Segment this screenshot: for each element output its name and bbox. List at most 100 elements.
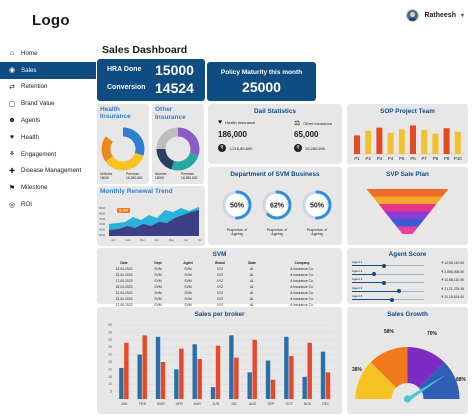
agent-score-card[interactable]: Agent Score Agent 1 ₹ 10,58,110.00 Agent 2… (347, 248, 468, 304)
svm-gauge[interactable]: 50% Proportion of Ageing (301, 189, 333, 236)
agent-amount: ₹ 20,15,624.00 (441, 295, 464, 300)
gauge-caption: Proportion of Ageing (266, 228, 288, 237)
table-cell: 22-04-2023 (115, 273, 133, 277)
sop-bar (387, 133, 394, 154)
avatar[interactable] (406, 9, 420, 22)
kpi-hra-conversion[interactable]: HRA Done 15000 Conversion 14524 (97, 59, 205, 101)
renewal-x-tick: Apr (155, 238, 159, 242)
health-insurance-donut[interactable] (100, 126, 146, 172)
scale-icon: ⚖ (294, 120, 301, 127)
svp-sale-plan-card[interactable]: SVP Sale Plan (347, 167, 468, 245)
table-row[interactable]: 13-04-2023 SVM SVM XYZ AL A Insurance Co. (105, 266, 337, 272)
sidebar-item-agents[interactable]: ☻ Agents (0, 112, 96, 129)
daily-statistics-card[interactable]: Dail Statistics ♥ Health Insurance 186,0… (208, 104, 342, 164)
renewal-y-tick: 8500 (99, 206, 106, 210)
broker-x-tick: JUL (231, 402, 237, 406)
agent-score-row[interactable]: Agent 1 ₹ 10,58,110.00 (352, 260, 464, 268)
broker-bar (210, 387, 216, 399)
svm-gauge[interactable]: 50% Proportion of Ageing (221, 189, 253, 236)
legend-value: 18000 (155, 176, 165, 180)
other-insurance-donut[interactable] (155, 126, 201, 172)
sales-broker-bar-chart[interactable]: 50 45 40 35 30 25 20 15 10 5 JAN FEB MAR APR MAY JUN JUL… (97, 319, 342, 414)
table-row[interactable]: 22-04-2023 SVM SVM XYZ AL A Insurance Co. (105, 272, 337, 278)
sidebar-item-label: Engagement (21, 150, 57, 158)
agent-slider-track[interactable] (352, 289, 424, 294)
table-cell: A Insurance Co. (290, 291, 314, 295)
legend-value: 16,280,800 (181, 176, 198, 180)
table-row[interactable]: 17-05-2023 SVM SVM XYZ AL A Insurance Co. (105, 302, 337, 308)
sales-growth-gauge[interactable]: 38% 58% 70% 88% (347, 321, 468, 414)
table-row[interactable]: 17-05-2023 SVM SVM XYZ AL A Insurance Co. (105, 278, 337, 284)
sidebar-item-engagement[interactable]: ⚘ Engagement (0, 146, 96, 163)
sidebar-item-retention[interactable]: ⇄ Retention (0, 79, 96, 96)
other-insurance-card[interactable]: Other Insurance Number 18000 Premium 16,… (152, 104, 204, 184)
conversion-label: Conversion (107, 84, 146, 91)
broker-bar (160, 362, 166, 399)
table-cell: XYZ (216, 279, 224, 283)
sales-per-broker-card[interactable]: Sales per broker 50 45 40 35 30 25 20 15 10 5 JAN F… (97, 307, 342, 414)
agent-slider-track[interactable] (352, 272, 424, 277)
renewal-title: Monthly Renewal Trend (100, 188, 173, 195)
broker-bar (137, 354, 142, 399)
broker-y-tick: 50 (108, 323, 112, 327)
sidebar-item-home[interactable]: ⌂ Home (0, 45, 96, 62)
table-header-cell: Date (120, 261, 128, 265)
kpi-policy-maturity[interactable]: Policy Maturity this month 25000 (207, 62, 316, 101)
sop-project-team-card[interactable]: SOP Project Team P1 P2 P3 P4 P5 P6 P7 P8 P9 P10 (347, 104, 468, 164)
agent-slider-handle[interactable] (382, 280, 387, 285)
agent-slider-handle[interactable] (371, 272, 376, 277)
sidebar-item-label: Brand Value (21, 100, 55, 108)
sop-bar-label: P10 (454, 156, 462, 161)
policy-value: 25000 (242, 79, 281, 95)
user-menu[interactable]: Ratheesh ▾ (406, 9, 464, 22)
agent-slider-track[interactable] (352, 297, 424, 302)
agent-score-row[interactable]: Agent 2 ₹ 2,055,008.00 (352, 269, 464, 277)
sidebar-item-label: Home (21, 49, 38, 57)
chevron-down-icon[interactable]: ▾ (460, 13, 464, 19)
sidebar-item-label: ROI (21, 201, 33, 209)
table-row[interactable]: 23-04-2023 SVM SVM XYZ AL A Insurance Co. (105, 296, 337, 302)
agent-score-row[interactable]: Agent 4 ₹ 21,21,376.45 (352, 286, 464, 294)
broker-bar (155, 336, 161, 399)
sop-bar (421, 130, 428, 154)
agent-score-row[interactable]: Agent 3 ₹ 10,58,110.00 (352, 277, 464, 285)
table-row[interactable]: 21-04-2023 SVM SVM XYZ AL A Insurance Co. (105, 290, 337, 296)
agent-slider-track[interactable] (352, 263, 424, 268)
sidebar-item-sales[interactable]: ◉ Sales (0, 61, 96, 79)
legend-label: Premium (126, 172, 140, 176)
health-stat-amount: 1,216,80,600 (229, 145, 253, 151)
broker-bar (265, 360, 271, 399)
agent-label: Agent 5 (352, 294, 363, 299)
health-insurance-card[interactable]: Health Insurance Vehicles 18000 Premium … (97, 104, 149, 184)
table-cell: AL (249, 279, 255, 283)
sales-growth-card[interactable]: Sales Growth 38% 58% 70% 88% (347, 307, 468, 414)
sidebar-item-roi[interactable]: ◎ ROI (0, 196, 96, 213)
table-header: Date Dept Agent Brand State Company (105, 260, 337, 266)
svp-funnel-chart[interactable] (347, 179, 468, 245)
sidebar-item-brand-value[interactable]: ▢ Brand Value (0, 95, 96, 112)
svm-table-title: SVM (212, 251, 227, 258)
table-cell: A Insurance Co. (290, 273, 314, 277)
sop-bar-chart[interactable]: P1 P2 P3 P4 P5 P6 P7 P8 P9 P10 (347, 116, 468, 164)
svm-business-card[interactable]: Department of SVM Business 50% Proportion… (208, 167, 342, 245)
funnel-layer (372, 196, 443, 204)
svm-gauge[interactable]: 62% Proportion of Ageing (261, 189, 293, 236)
sidebar-item-milestone[interactable]: ⚑ Milestone (0, 179, 96, 196)
svm-table-card[interactable]: SVM Date Dept Agent Brand State Company 13-04-… (97, 248, 342, 307)
agent-score-row[interactable]: Agent 5 ₹ 20,15,624.00 (352, 294, 464, 302)
sidebar-item-disease-management[interactable]: ✚ Disease Management (0, 163, 96, 180)
agent-slider-handle[interactable] (396, 289, 401, 294)
sidebar-item-health[interactable]: ♥ Health (0, 129, 96, 146)
logo[interactable]: Logo (32, 12, 70, 29)
agent-slider-handle[interactable] (389, 297, 394, 302)
sidebar-item-label: Milestone (21, 184, 48, 192)
agent-slider-handle[interactable] (382, 263, 387, 268)
table-row[interactable]: 18-04-2023 SVM SVM XYZ AL A Insurance Co. (105, 284, 337, 290)
health-stat-head: ♥ Health Insurance (218, 119, 255, 126)
agent-slider-track[interactable] (352, 280, 424, 285)
renewal-trend-card[interactable]: Monthly Renewal Trend 8500 8000 7500 7000 65… (97, 186, 205, 246)
table-cell: A Insurance Co. (290, 297, 314, 301)
table-header-cell: Company (294, 261, 310, 265)
broker-bar (320, 351, 326, 399)
